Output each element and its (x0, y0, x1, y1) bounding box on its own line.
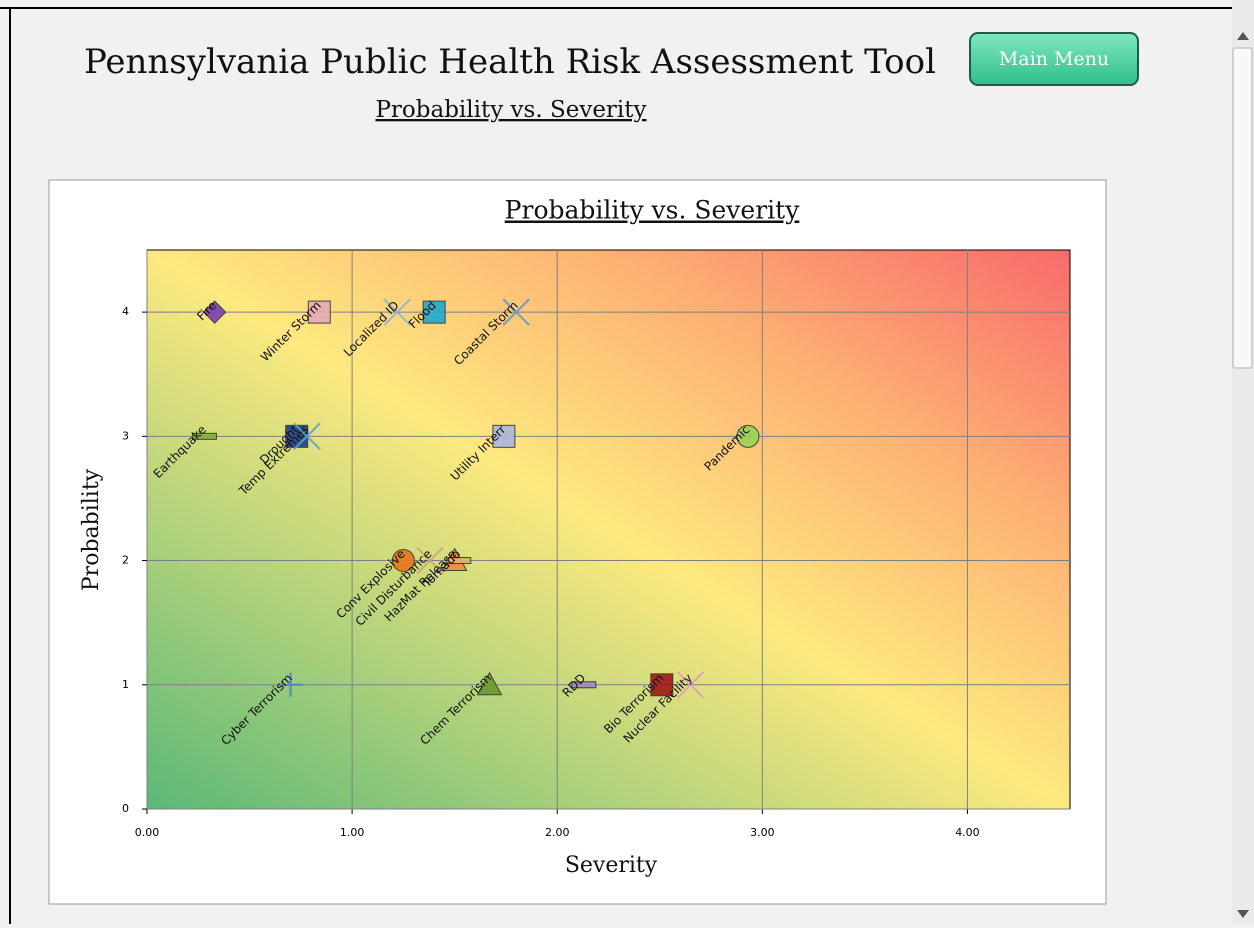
y-tick-label: 1 (122, 678, 129, 691)
data-point (446, 557, 472, 565)
data-point (571, 681, 597, 689)
y-tick-label: 4 (122, 305, 129, 318)
data-point (416, 546, 444, 575)
data-point (383, 298, 411, 326)
scroll-down[interactable] (1237, 910, 1249, 918)
scroll-up[interactable] (1237, 32, 1249, 40)
x-tick-label: 4.00 (955, 826, 980, 839)
data-point (278, 672, 303, 697)
data-point (202, 300, 227, 324)
data-point (492, 424, 516, 448)
page-subtitle: Probability vs. Severity (375, 97, 646, 123)
x-axis-label: Severity (565, 853, 658, 878)
data-point (293, 422, 321, 451)
x-tick-label: 3.00 (750, 826, 775, 839)
data-point (307, 300, 331, 324)
data-point (736, 424, 760, 448)
page-title: Pennsylvania Public Health Risk Assessme… (84, 42, 936, 82)
data-point (391, 549, 415, 573)
data-point (191, 432, 217, 440)
main-menu-label[interactable]: Main Menu (999, 48, 1109, 70)
chart-title: Probability vs. Severity (505, 196, 801, 225)
x-tick-label: 2.00 (545, 826, 570, 839)
data-point (676, 671, 705, 699)
plot-area (146, 249, 1071, 810)
y-axis-label: Probability (79, 468, 104, 591)
data-point (422, 300, 446, 324)
x-tick-label: 1.00 (340, 826, 365, 839)
y-tick-label: 0 (122, 802, 129, 815)
main-menu-button[interactable] (969, 32, 1139, 86)
scroll-thumb[interactable] (1232, 47, 1253, 369)
data-point (502, 298, 530, 326)
data-point (650, 673, 674, 697)
y-tick-label: 2 (122, 554, 129, 567)
x-tick-label: 0.00 (135, 826, 160, 839)
data-point (476, 671, 503, 696)
y-tick-label: 3 (122, 429, 129, 442)
